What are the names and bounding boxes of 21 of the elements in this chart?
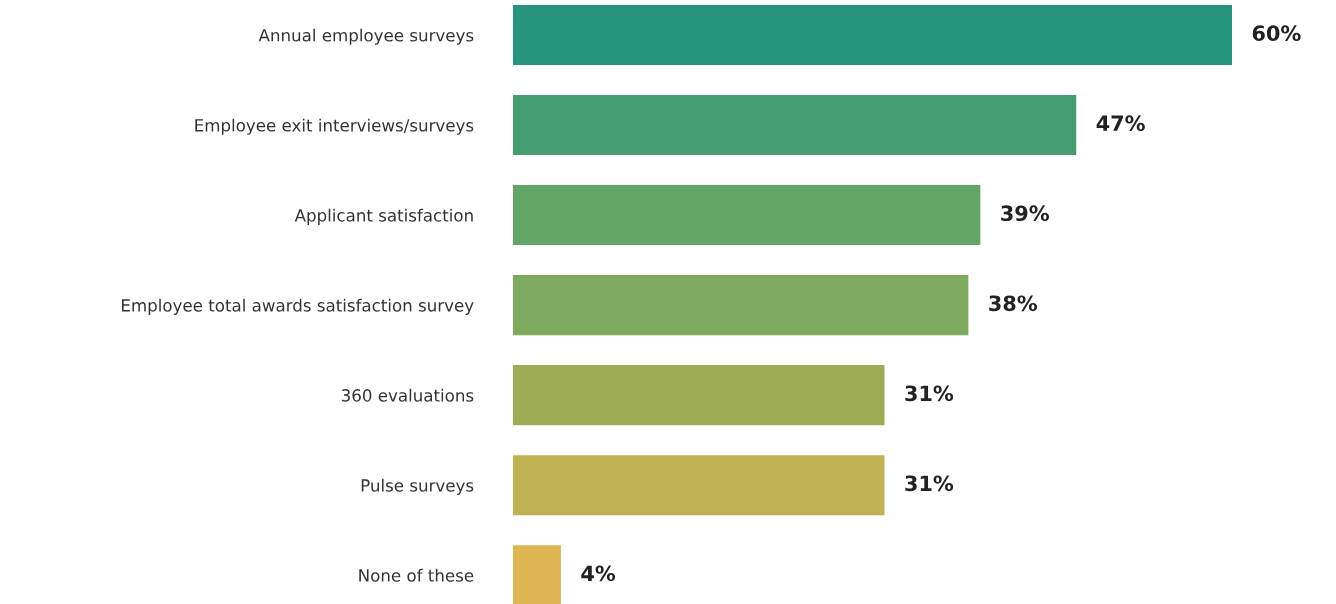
bar: [513, 5, 1232, 66]
data-label: 60%: [1252, 25, 1301, 42]
bar: [513, 95, 1077, 156]
bar: [513, 455, 885, 516]
y-tick-label: Applicant satisfaction: [294, 208, 473, 225]
bar: [513, 275, 969, 336]
data-label: 47%: [1096, 115, 1145, 132]
data-label: 31%: [905, 385, 954, 402]
data-label: 39%: [1001, 205, 1049, 222]
y-tick-label: Employee total awards satisfaction survey: [122, 298, 474, 315]
y-tick-label: None of these: [359, 568, 474, 582]
data-label: 4%: [581, 565, 616, 582]
y-tick-label: Annual employee surveys: [258, 28, 474, 45]
data-label: 38%: [989, 295, 1038, 312]
y-tick-label: 360 evaluations: [341, 388, 474, 402]
bar: [513, 185, 981, 246]
data-label: 31%: [905, 475, 954, 492]
y-tick-label: Employee exit interviews/surveys: [195, 118, 474, 135]
bar: [513, 365, 885, 426]
bar: [513, 545, 561, 604]
y-tick-label: Pulse surveys: [361, 478, 474, 495]
